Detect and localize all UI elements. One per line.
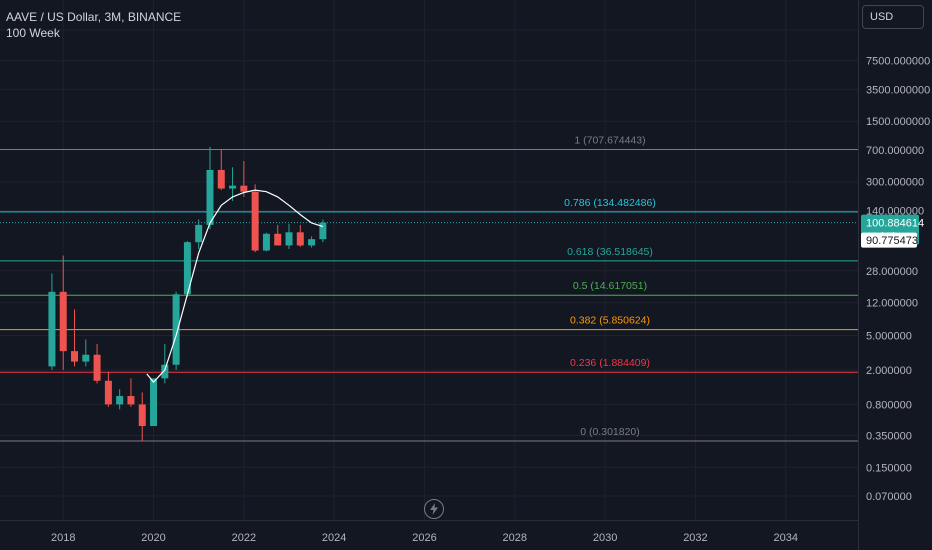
price-axis-label: 700.000000 <box>866 145 924 157</box>
candle-body <box>183 242 191 295</box>
candle-body <box>319 222 327 240</box>
symbol-title: AAVE / US Dollar, 3M, BINANCE <box>6 10 182 24</box>
time-axis-label: 2018 <box>51 532 75 544</box>
price-axis-label: 3500.000000 <box>866 84 930 96</box>
candle-body <box>138 404 146 427</box>
ma-value: 90.775473 <box>866 235 918 247</box>
price-axis-label: 0.800000 <box>866 399 912 411</box>
time-axis-label: 2022 <box>232 532 256 544</box>
candle-body <box>116 396 124 405</box>
candle-body <box>274 233 282 246</box>
price-axis-label: 7500.000000 <box>866 56 930 68</box>
currency-button[interactable]: USD <box>862 5 924 29</box>
candle-body <box>93 354 101 381</box>
price-badges: 100.88461430d 5h90.775473 <box>861 214 924 248</box>
candle-body <box>206 169 214 225</box>
candlestick-series <box>48 146 327 442</box>
indicator-label: 100 Week <box>6 26 60 40</box>
price-axis-label: 0.070000 <box>866 491 912 503</box>
fib-level-label: 0 (0.301820) <box>580 426 640 438</box>
candle-body <box>251 191 259 251</box>
price-axis-label: 0.150000 <box>866 462 912 474</box>
time-axis-label: 2028 <box>503 532 527 544</box>
candle-body <box>217 169 225 189</box>
price-axis-label: 2.000000 <box>866 365 912 377</box>
price-axis-label: 28.000000 <box>866 266 918 278</box>
grid <box>0 0 858 520</box>
candle-body <box>172 294 180 365</box>
time-axis-label: 2030 <box>593 532 617 544</box>
fib-level-label: 0.786 (134.482486) <box>564 197 656 209</box>
last-price-value: 100.884614 <box>866 218 924 230</box>
lightning-icon[interactable] <box>424 499 444 519</box>
candle-body <box>229 185 237 189</box>
time-axis-label: 2020 <box>141 532 165 544</box>
price-axis-label: 300.000000 <box>866 177 924 189</box>
candle-body <box>161 364 169 379</box>
price-axis-label: 12.000000 <box>866 298 918 310</box>
candle-body <box>262 233 270 251</box>
fib-level-label: 0.618 (36.518645) <box>567 246 653 258</box>
time-axis[interactable]: 2018 2020 2022 2024 2026 2028 2030 2032 2034 <box>0 520 858 545</box>
fib-level-label: 0.5 (14.617051) <box>573 280 647 292</box>
fib-level-label: 1 (707.674443) <box>574 134 645 146</box>
time-axis-label: 2026 <box>412 532 436 544</box>
time-axis-label: 2034 <box>774 532 798 544</box>
price-axis-label: 1500.000000 <box>866 116 930 128</box>
candle-body <box>240 185 248 192</box>
ma-line <box>146 189 324 384</box>
price-axis-label: 5.000000 <box>866 331 912 343</box>
candle-body <box>127 396 135 405</box>
candle-body <box>48 291 56 367</box>
candle-body <box>150 378 158 427</box>
time-axis-label: 2032 <box>683 532 707 544</box>
candle-body <box>59 291 67 352</box>
candle-body <box>82 354 90 362</box>
moving-average-100-week <box>146 189 324 384</box>
price-axis-label: 0.350000 <box>866 430 912 442</box>
fibonacci-retracement[interactable]: 1 (707.674443) 0.786 (134.482486) 0.618 (3… <box>0 134 858 442</box>
price-axis[interactable]: 7500.000000 3500.000000 1500.000000 700.000… <box>858 0 931 550</box>
candle-body <box>308 239 316 246</box>
candle-body <box>296 232 304 246</box>
candle-body <box>195 224 203 243</box>
candle-body <box>285 232 293 246</box>
price-axis-label: 140.000000 <box>866 205 924 217</box>
candle-body <box>71 351 79 362</box>
fib-level-label: 0.236 (1.884409) <box>570 357 650 369</box>
ma-value-badge <box>861 232 917 248</box>
fib-level-label: 0.382 (5.850624) <box>570 315 650 327</box>
candle-body <box>104 380 112 405</box>
time-axis-label: 2024 <box>322 532 346 544</box>
